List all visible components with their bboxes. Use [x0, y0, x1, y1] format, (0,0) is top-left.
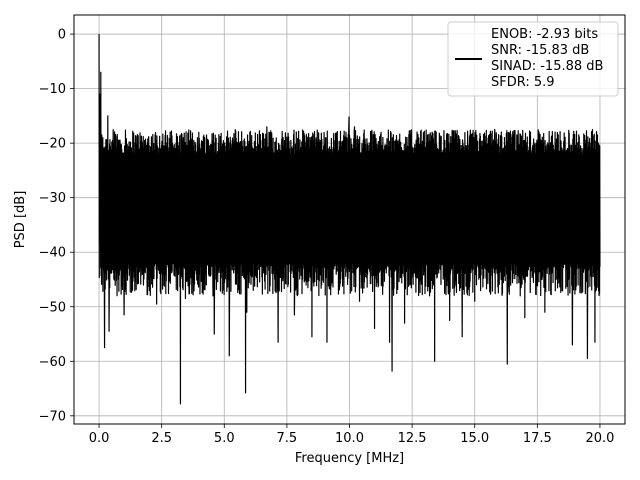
x-tick-label: 7.5 [277, 431, 298, 446]
x-tick-label: 5.0 [214, 431, 235, 446]
x-tick-label: 17.5 [523, 431, 552, 446]
x-axis-ticks: 0.0 2.5 5.0 7.5 10.0 12.5 15.0 17.5 20.0 [89, 424, 614, 446]
x-tick-label: 2.5 [151, 431, 172, 446]
legend: ENOB: -2.93 bits SNR: -15.83 dB SINAD: -… [447, 21, 619, 97]
x-tick-label: 10.0 [335, 431, 364, 446]
legend-snr-text: SNR: -15.83 dB [491, 43, 589, 58]
y-tick-label: −30 [39, 191, 66, 206]
legend-sinad-text: SINAD: -15.88 dB [491, 59, 603, 74]
x-tick-label: 20.0 [585, 431, 614, 446]
y-tick-label: −20 [39, 137, 66, 152]
legend-box [447, 21, 619, 97]
plot-area [98, 34, 601, 405]
x-tick-label: 15.0 [460, 431, 489, 446]
y-tick-label: −10 [39, 82, 66, 97]
y-tick-label: −40 [39, 246, 66, 261]
x-axis-label: Frequency [MHz] [295, 451, 404, 466]
y-tick-label: −50 [39, 300, 66, 315]
y-axis-label: PSD [dB] [13, 191, 28, 249]
psd-series-line [98, 34, 601, 405]
y-axis-ticks: 0 −10 −20 −30 −40 −50 −60 −70 [39, 28, 74, 424]
legend-sfdr-text: SFDR: 5.9 [491, 75, 555, 90]
y-tick-label: −60 [39, 355, 66, 370]
x-tick-label: 12.5 [398, 431, 427, 446]
legend-enob-text: ENOB: -2.93 bits [491, 27, 598, 42]
y-tick-label: 0 [58, 28, 66, 43]
x-tick-label: 0.0 [89, 431, 110, 446]
y-tick-label: −70 [39, 409, 66, 424]
